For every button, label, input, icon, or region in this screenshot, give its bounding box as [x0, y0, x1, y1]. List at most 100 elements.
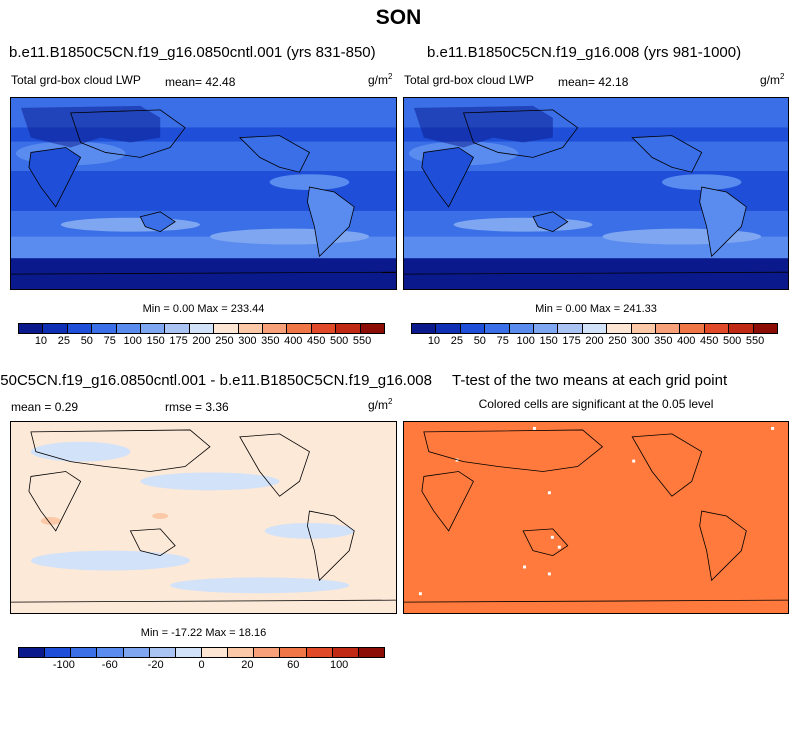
- panel3-colorbar-tick-label: 0: [198, 659, 205, 671]
- panel2-units-exp: 2: [780, 72, 785, 81]
- panel1-max-label: Max =: [197, 303, 228, 315]
- panel2-colorbar-cell: [607, 324, 632, 333]
- panel3-units-base: g/m: [368, 398, 389, 412]
- panel3-colorbar-tick-label: 100: [329, 659, 349, 671]
- panel4-ttest-map-svg: [404, 422, 788, 613]
- panel1-colorbar-cell: [43, 324, 68, 333]
- panel1-colorbar-cell: [116, 324, 142, 333]
- panel3-mean: mean = 0.29: [11, 400, 78, 414]
- panel3-colorbar-cell: [97, 648, 124, 657]
- panel1-colorbar-cell: [214, 324, 239, 333]
- panel1-colorbar-tick-label: 50: [80, 335, 93, 347]
- panel1-colorbar-tick-label: 175: [169, 335, 188, 347]
- panel2-colorbar-cell: [485, 324, 510, 333]
- panel1-colorbar-tick-label: 250: [215, 335, 234, 347]
- panel3-colorbar-tick-label: -60: [101, 659, 118, 671]
- panel2-min-max: Min = 0.00 Max = 241.33: [403, 303, 789, 315]
- panel3-colorbar-tick-label: -100: [52, 659, 75, 671]
- panel2-colorbar-tick-label: 25: [450, 335, 463, 347]
- panel1-max-value: 233.44: [230, 303, 265, 315]
- panel2-colorbar-tick-label: 175: [562, 335, 581, 347]
- panel1-colorbar-cell: [67, 324, 93, 333]
- panel3-colorbar: [18, 647, 385, 658]
- panel3-mean-value: 0.29: [54, 400, 79, 414]
- panel2-lwp-map: [403, 97, 789, 290]
- panel1-colorbar-cell: [263, 324, 288, 333]
- panel3-rmse-value: 3.36: [205, 400, 229, 414]
- figure-title: SON: [375, 6, 422, 29]
- panel3-min-label: Min =: [140, 627, 169, 639]
- panel3-colorbar-labels: -100 -60 -20 0 20 60 100: [18, 659, 385, 673]
- panel1-colorbar-tick-label: 550: [352, 335, 372, 347]
- panel1-mean-label: mean=: [165, 75, 203, 89]
- panel3-colorbar-cell: [201, 648, 229, 657]
- panel1-colorbar-labels: 10 25 50 75 100 150 175 200 250 300 350 400 450 500 55…: [18, 335, 385, 349]
- panel3-units-exp: 2: [388, 397, 393, 406]
- panel1-mean-value: 42.48: [205, 75, 236, 89]
- panel2-colorbar-tick-label: 500: [722, 335, 742, 347]
- panel2-colorbar-cell: [753, 324, 778, 333]
- panel3-colorbar-cell: [123, 648, 150, 657]
- panel2-colorbar-tick-label: 200: [585, 335, 604, 347]
- panel1-lwp-map: [10, 97, 397, 290]
- panel3-colorbar-cell: [19, 648, 46, 657]
- panel1-variable-label: Total grd-box cloud LWP: [11, 73, 141, 87]
- panel3-colorbar-cell: [332, 648, 359, 657]
- panel1-colorbar-cell: [336, 324, 361, 333]
- panel3-rmse: rmse = 3.36: [165, 400, 229, 414]
- panel2-colorbar-cell: [436, 324, 461, 333]
- panel3-colorbar-cell: [175, 648, 202, 657]
- panel2-mean-value: 42.18: [598, 75, 629, 89]
- panel1-colorbar-tick-label: 200: [192, 335, 211, 347]
- panel2-colorbar-cell: [509, 324, 535, 333]
- panel2-colorbar-cell: [558, 324, 583, 333]
- panel3-max-label: Max =: [205, 627, 236, 639]
- panel2-case-title: b.e11.B1850C5CN.f19_g16.008 (yrs 981-100…: [427, 44, 742, 61]
- panel1-mean: mean= 42.48: [165, 75, 235, 89]
- panel3-units: g/m2: [368, 397, 392, 412]
- panel1-colorbar-cell: [189, 324, 215, 333]
- panel2-colorbar-tick-label: 250: [608, 335, 627, 347]
- panel3-colorbar-cell: [228, 648, 255, 657]
- panel2-colorbar-tick-label: 100: [516, 335, 535, 347]
- panel4-ttest-map: [403, 421, 789, 614]
- panel1-units: g/m2: [368, 72, 392, 87]
- panel1-colorbar: [18, 323, 385, 334]
- panel2-colorbar-cell: [680, 324, 705, 333]
- panel1-units-exp: 2: [388, 72, 393, 81]
- panel2-colorbar-cell: [631, 324, 657, 333]
- panel2-colorbar-tick-label: 10: [427, 335, 441, 347]
- panel1-colorbar-cell: [238, 324, 264, 333]
- panel2-min-value: 0.00: [565, 303, 587, 315]
- panel1-colorbar-cell: [311, 324, 337, 333]
- panel2-units-base: g/m: [760, 73, 781, 87]
- panel2-colorbar-cell: [729, 324, 754, 333]
- panel1-case-title: b.e11.B1850C5CN.f19_g16.0850cntl.001 (yr…: [9, 44, 376, 61]
- panel2-colorbar-tick-label: 550: [745, 335, 765, 347]
- panel2-colorbar-tick-label: 350: [654, 335, 673, 347]
- panel2-colorbar-cell: [656, 324, 681, 333]
- panel2-max-label: Max =: [589, 303, 621, 315]
- panel1-colorbar-tick-label: 75: [103, 335, 116, 347]
- panel2-units: g/m2: [760, 72, 784, 87]
- panel3-colorbar-cell: [149, 648, 176, 657]
- panel3-colorbar-cell: [71, 648, 98, 657]
- panel2-max-value: 241.33: [623, 303, 657, 315]
- panel2-colorbar-tick-label: 150: [539, 335, 558, 347]
- panel1-colorbar-tick-label: 400: [284, 335, 303, 347]
- panel3-min-value: -17.22: [171, 627, 203, 639]
- panel2-variable-label: Total grd-box cloud LWP: [404, 73, 534, 87]
- panel1-colorbar-tick-label: 300: [238, 335, 257, 347]
- panel1-lwp-map-svg: [11, 98, 396, 289]
- panel1-colorbar-cell: [287, 324, 312, 333]
- panel4-subtitle: Colored cells are significant at the 0.0…: [478, 397, 714, 411]
- panel3-case-title-clip: b.e11.B1850C5CN.f19_g16.0850cntl.001 - b…: [0, 372, 440, 389]
- panel3-colorbar-cell: [45, 648, 72, 657]
- panel2-colorbar-cell: [460, 324, 486, 333]
- panel2-lwp-map-svg: [404, 98, 788, 289]
- panel2-colorbar: [411, 323, 778, 334]
- panel1-colorbar-tick-label: 25: [57, 335, 70, 347]
- panel1-colorbar-tick-label: 450: [307, 335, 326, 347]
- panel3-max-value: 18.16: [238, 627, 267, 639]
- panel1-colorbar-tick-label: 150: [146, 335, 165, 347]
